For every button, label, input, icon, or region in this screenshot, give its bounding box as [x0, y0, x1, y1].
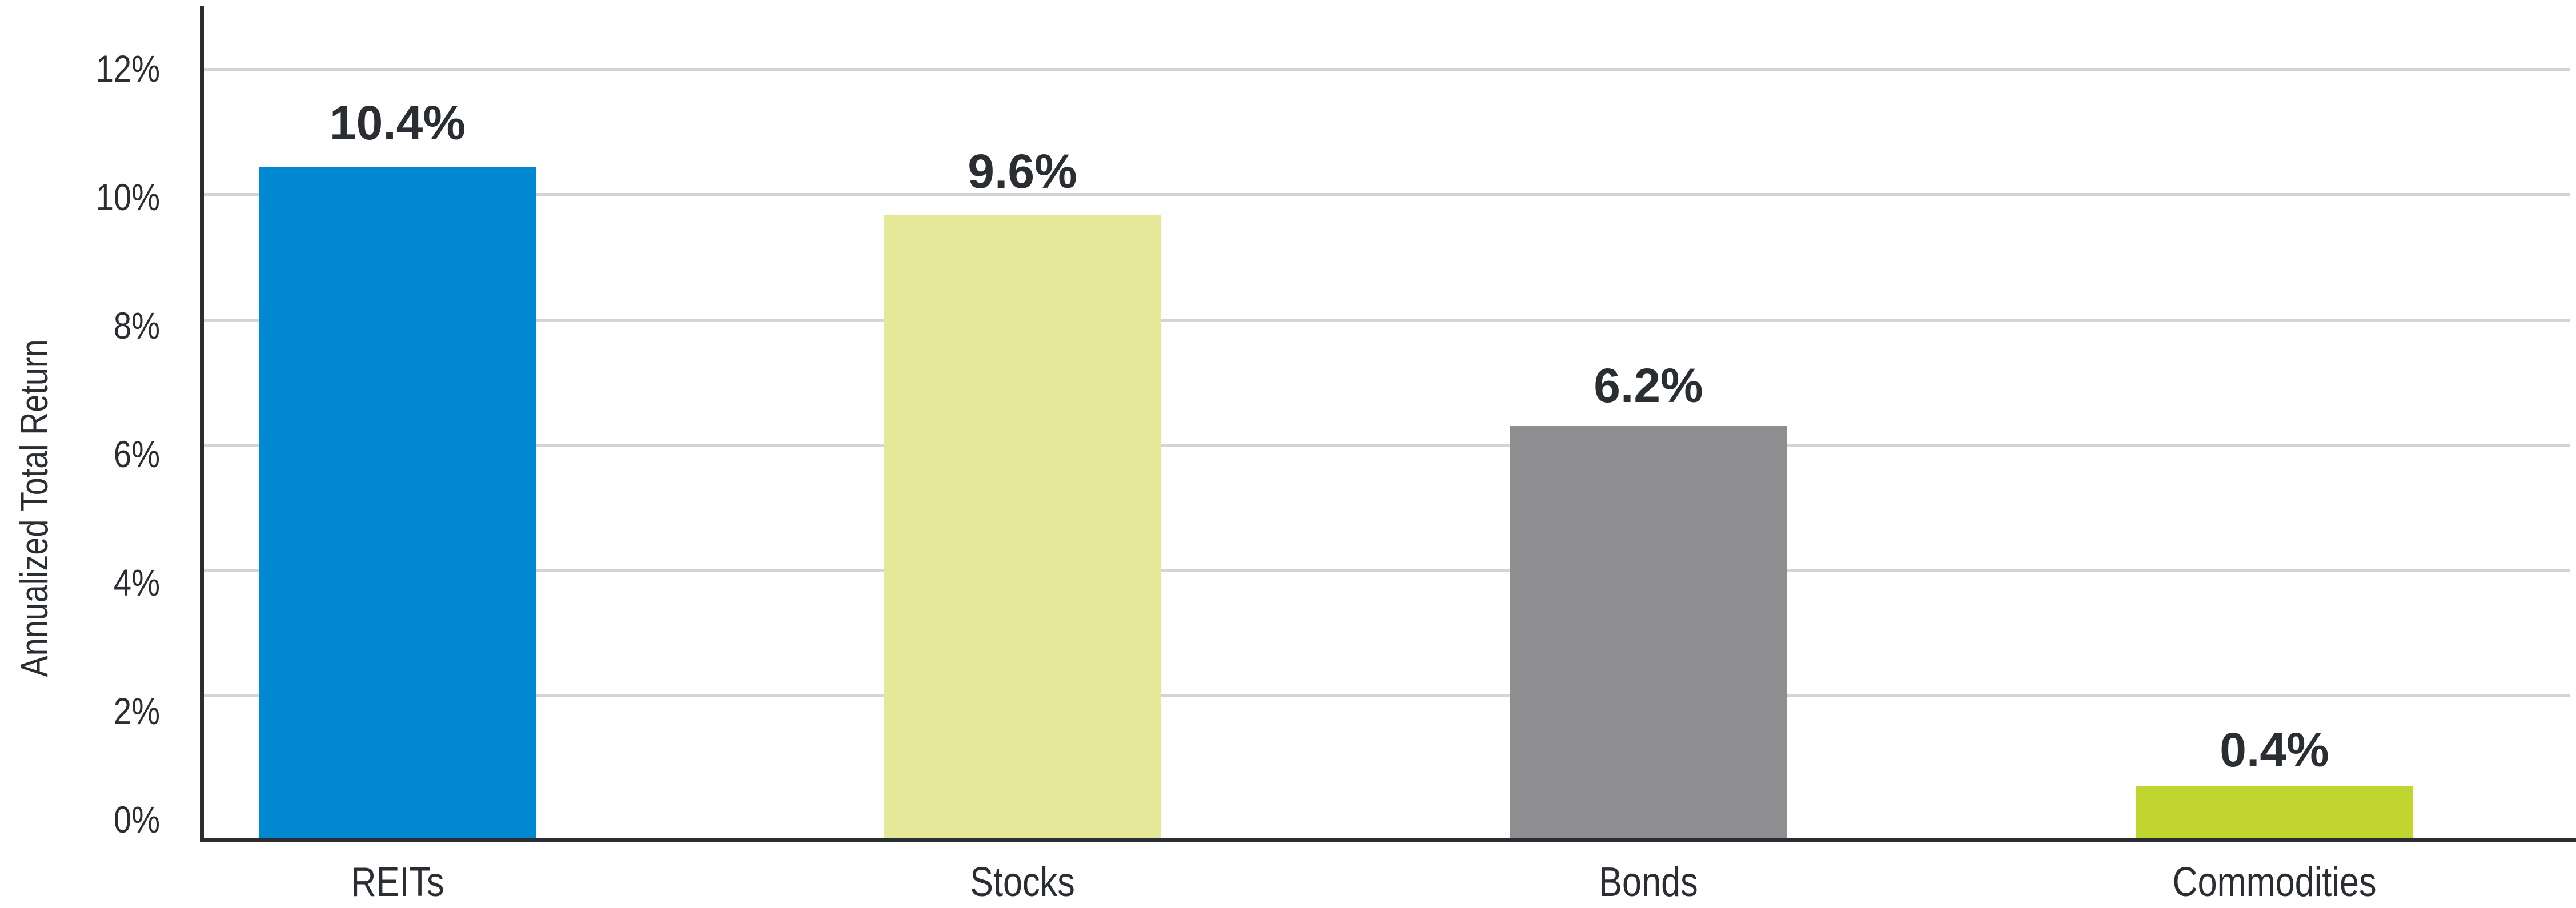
gridline-8 — [202, 319, 2570, 322]
bar-stocks — [884, 215, 1161, 838]
x-label-commodities: Commodities — [2172, 859, 2377, 905]
y-tick-12: 12% — [95, 47, 160, 90]
y-tick-4: 4% — [113, 561, 160, 604]
value-label-stocks: 9.6% — [968, 144, 1077, 198]
x-axis-line — [200, 838, 2576, 842]
bar-bonds — [1510, 426, 1787, 838]
y-tick-2: 2% — [113, 690, 160, 732]
y-tick-0: 0% — [113, 798, 160, 841]
x-label-reits: REITs — [351, 859, 444, 905]
value-label-commodities: 0.4% — [2220, 723, 2329, 777]
bar-commodities — [2136, 786, 2413, 838]
gridline-2 — [202, 694, 2570, 697]
y-tick-6: 6% — [113, 433, 160, 475]
gridline-12 — [202, 68, 2570, 71]
y-tick-8: 8% — [113, 304, 160, 347]
y-axis-line — [200, 6, 204, 842]
gridline-6 — [202, 444, 2570, 447]
value-label-bonds: 6.2% — [1594, 359, 1703, 412]
y-axis-title: Annualized Total Return — [13, 339, 56, 677]
x-label-bonds: Bonds — [1599, 859, 1698, 905]
value-label-reits: 10.4% — [329, 96, 466, 150]
x-label-stocks: Stocks — [970, 859, 1075, 905]
bar-reits — [259, 167, 536, 838]
y-tick-10: 10% — [95, 176, 160, 218]
gridline-4 — [202, 569, 2570, 572]
gridline-10 — [202, 193, 2570, 196]
